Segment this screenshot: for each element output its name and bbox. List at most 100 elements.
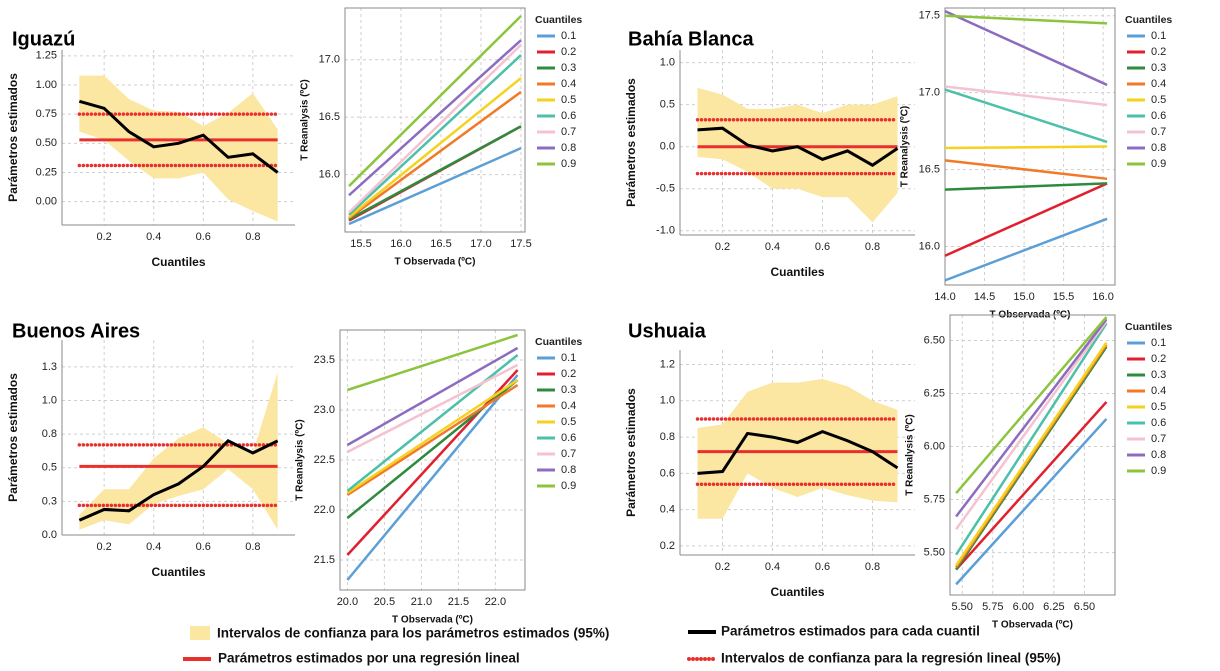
plot-frame — [949, 314, 1116, 596]
y-tick-label: 16.5 — [919, 163, 940, 175]
quantile-line — [348, 54, 522, 216]
x-tick-label: 16.5 — [430, 238, 451, 250]
quantile-line — [348, 15, 522, 187]
legend-label: 0.6 — [1151, 417, 1166, 429]
legend-label: 0.4 — [561, 400, 576, 412]
y-tick-label: 22.0 — [314, 504, 335, 516]
quantile-line — [944, 217, 1108, 282]
y-tick-label: 0.2 — [660, 540, 675, 552]
legend-band: Intervalos de confianza para los parámet… — [217, 626, 609, 641]
quantile-line — [944, 145, 1108, 150]
legend-label: 0.9 — [1151, 158, 1166, 170]
legend-label: 0.2 — [561, 368, 576, 380]
y-tick-label: 23.0 — [314, 404, 335, 416]
x-tick-label: 16.0 — [390, 238, 411, 250]
x-tick-label: 0.4 — [146, 231, 161, 243]
legend-label: 0.9 — [561, 480, 576, 492]
quantile-line — [348, 77, 522, 219]
y-tick-label: 1.0 — [42, 394, 57, 406]
x-tick-label: 0.2 — [715, 241, 730, 253]
legend-label: 0.6 — [561, 432, 576, 444]
legend-label: 0.8 — [561, 464, 576, 476]
y-tick-label: 16.0 — [319, 168, 340, 180]
x-tick-label: 0.2 — [96, 231, 111, 243]
confidence-band — [697, 379, 898, 519]
quantile-line — [955, 316, 1108, 494]
legend-label: 0.1 — [561, 30, 576, 42]
y-tick-label: 0.6 — [660, 467, 675, 479]
y-tick-label: 16.0 — [919, 240, 940, 252]
confidence-band — [697, 87, 898, 223]
quantile-estimates — [78, 439, 279, 522]
legend-title: Cuantiles — [1125, 321, 1172, 333]
legend-label: 0.5 — [1151, 94, 1166, 106]
y-tick-label: -0.5 — [656, 183, 675, 195]
legend-label: 0.5 — [561, 94, 576, 106]
quantile-line — [348, 90, 522, 220]
legend-label: 0.3 — [561, 62, 576, 74]
quantile-estimates — [697, 126, 899, 167]
x-tick-label: 21.5 — [448, 596, 469, 608]
x-tick-label: 0.6 — [196, 231, 211, 243]
legend-label: 0.8 — [1151, 142, 1166, 154]
quantile-line — [955, 401, 1108, 571]
quantile-line — [955, 322, 1108, 556]
y-tick-label: 16.5 — [319, 111, 340, 123]
quantile-line — [955, 341, 1108, 567]
y-tick-label: 17.5 — [919, 10, 940, 22]
y-tick-label: 0.3 — [42, 495, 57, 507]
x-tick-label: 0.8 — [245, 541, 260, 553]
legend-linear: Parámetros estimados por una regresión l… — [218, 651, 520, 666]
y-tick-label: 23.5 — [314, 354, 335, 366]
quantile-estimates — [697, 430, 899, 475]
y-tick-label: 5.50 — [924, 546, 945, 558]
x-tick-label: 6.25 — [1043, 601, 1064, 613]
y-axis-label: Parámetros estimados — [624, 78, 638, 207]
x-tick-label: 0.8 — [865, 561, 880, 573]
x-tick-label: 20.5 — [374, 596, 395, 608]
legend-linear-ci: Intervalos de confianza para la regresió… — [721, 651, 1061, 666]
y-tick-label: 0.5 — [660, 99, 675, 111]
quantile-line — [944, 85, 1108, 107]
x-axis-label: Cuantiles — [151, 565, 205, 579]
y-tick-label: 6.25 — [924, 387, 945, 399]
y-tick-label: 17.0 — [319, 54, 340, 66]
x-tick-label: 0.6 — [196, 541, 211, 553]
y-tick-label: 1.25 — [36, 50, 57, 62]
quantile-line — [944, 9, 1108, 87]
legend-label: 0.4 — [1151, 385, 1166, 397]
x-tick-label: 0.8 — [865, 241, 880, 253]
x-axis-label: T Observada (ºC) — [992, 620, 1073, 631]
x-axis-label: Cuantiles — [770, 265, 824, 279]
quantile-line — [347, 333, 518, 392]
y-axis-label: Parámetros estimados — [624, 388, 638, 517]
y-tick-label: 1.00 — [36, 79, 57, 91]
x-tick-label: 14.5 — [974, 291, 995, 303]
x-tick-label: 15.5 — [1053, 291, 1074, 303]
quantile-line — [348, 39, 522, 197]
legend-label: 0.1 — [1151, 30, 1166, 42]
quantile-line — [346, 369, 519, 556]
legend-label: 0.7 — [1151, 126, 1166, 138]
legend-title: Cuantiles — [535, 14, 582, 26]
x-tick-label: 0.2 — [715, 561, 730, 573]
quantile-line — [944, 182, 1108, 257]
y-tick-label: 0.8 — [660, 431, 675, 443]
x-tick-label: 6.50 — [1074, 601, 1095, 613]
y-tick-label: 6.50 — [924, 334, 945, 346]
quantile-line — [944, 159, 1108, 181]
legend-label: 0.2 — [1151, 46, 1166, 58]
legend-label: 0.3 — [1151, 62, 1166, 74]
legend-label: 0.9 — [1151, 465, 1166, 477]
quantile-line — [348, 147, 522, 226]
x-tick-label: 0.2 — [96, 541, 111, 553]
quantile-line — [944, 14, 1108, 25]
y-tick-label: 0.0 — [42, 529, 57, 541]
quantile-line — [348, 125, 522, 221]
quantile-estimates — [78, 99, 279, 174]
confidence-band — [79, 75, 278, 222]
y-tick-label: 1.3 — [42, 361, 57, 373]
legend-label: 0.4 — [561, 78, 576, 90]
quantile-line — [346, 354, 519, 492]
